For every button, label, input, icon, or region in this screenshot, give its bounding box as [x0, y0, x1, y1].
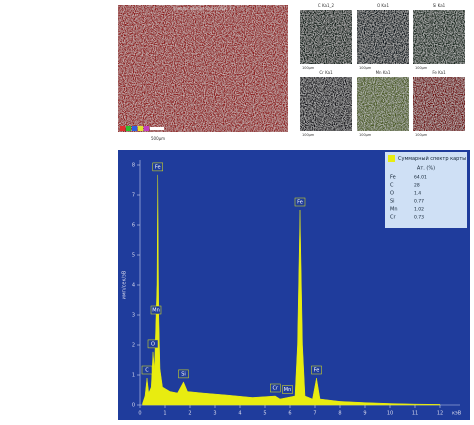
table-value: 0.73 [414, 215, 424, 221]
element-map-label: Cr Ka1 [319, 70, 333, 75]
scale-bar [150, 127, 164, 130]
peak-label-box [270, 383, 281, 393]
element-map [300, 77, 352, 131]
peak-label: Fe [155, 164, 161, 170]
y-tick-label: 8 [132, 163, 135, 169]
x-tick-label: 12 [437, 411, 443, 417]
peak-label-box [150, 305, 162, 315]
peak-label: Cr [272, 386, 278, 392]
legend-swatch [388, 155, 395, 162]
peak-label: O [151, 341, 155, 347]
y-tick-label: 3 [132, 313, 135, 319]
peak-label-box [141, 365, 153, 375]
peak-label: Si [181, 371, 186, 377]
x-tick-label: 9 [363, 411, 366, 417]
layer-swatch [126, 126, 131, 131]
x-tick-label: 0 [138, 411, 141, 417]
peak-label-box [152, 162, 163, 172]
peak-label: C [145, 368, 149, 374]
x-tick-label: 4 [238, 411, 241, 417]
peak-label-box [294, 197, 306, 207]
layer-swatch [144, 126, 149, 131]
x-tick-label: 7 [313, 411, 316, 417]
x-tick-label: 5 [263, 411, 266, 417]
element-map-label: Mn Ka1 [376, 70, 391, 75]
element-map-scale: 100µm [302, 66, 315, 70]
x-axis-label: кэВ [452, 411, 462, 417]
element-map [357, 10, 409, 64]
x-tick-label: 10 [387, 411, 393, 417]
element-map-scale: 100µm [302, 133, 315, 137]
x-tick-label: 1 [163, 411, 166, 417]
table-value: 1.4 [414, 191, 421, 197]
peak-label: Fe [314, 368, 320, 374]
y-tick-label: 7 [132, 193, 135, 199]
layer-swatch [138, 126, 143, 131]
peak-label-box [178, 369, 189, 379]
y-tick-label: 6 [132, 223, 135, 229]
main-map-scale: 500µm [151, 136, 165, 141]
peak-label: Mn [284, 387, 291, 393]
x-tick-label: 2 [188, 411, 191, 417]
x-tick-label: 6 [288, 411, 291, 417]
table-element: C [390, 183, 394, 189]
peak-label-box [311, 365, 322, 375]
element-map [413, 10, 465, 64]
table-element: Si [390, 199, 395, 205]
element-map-scale: 100µm [415, 133, 428, 137]
legend-label: Суммарный спектр карты [398, 155, 466, 162]
y-axis-label: имп/сек/эВ [122, 270, 128, 299]
element-map-scale: 100µm [415, 66, 428, 70]
table-header: Ат. (%) [417, 166, 435, 172]
peak-label-box [282, 385, 293, 394]
main-map-title: Многослойная карта ЭДС 1 [174, 6, 232, 11]
table-element: O [390, 191, 394, 197]
y-tick-label: 4 [132, 283, 135, 289]
element-map-scale: 100µm [359, 133, 372, 137]
x-tick-label: 8 [338, 411, 341, 417]
table-value: 28 [414, 183, 420, 189]
element-map-label: Si Ka1 [433, 3, 446, 8]
element-map-label: Fe Ka1 [432, 70, 446, 75]
y-tick-label: 2 [132, 343, 135, 349]
main-map [118, 5, 288, 132]
table-element: Mn [390, 207, 397, 213]
element-map-scale: 100µm [359, 66, 372, 70]
peak-label: Mn [152, 308, 159, 314]
table-element: Fe [390, 175, 396, 181]
element-map [300, 10, 352, 64]
table-element: Cr [390, 215, 396, 221]
layer-swatch [132, 126, 137, 131]
y-tick-label: 0 [132, 403, 135, 409]
layer-swatch [120, 126, 125, 131]
peak-label: Fe [297, 200, 303, 206]
y-tick-label: 1 [132, 373, 135, 379]
element-map [413, 77, 465, 131]
table-value: 1.02 [414, 207, 424, 213]
x-tick-label: 3 [213, 411, 216, 417]
element-map [357, 77, 409, 131]
element-map-label: C Ka1_2 [318, 3, 335, 8]
element-map-label: O Ka1 [377, 3, 389, 8]
peak-label-box [147, 339, 159, 349]
y-tick-label: 5 [132, 253, 135, 259]
x-tick-label: 11 [412, 411, 418, 417]
spectrum-area [142, 174, 441, 406]
table-value: 0.77 [414, 199, 424, 205]
table-value: 64.01 [414, 175, 427, 181]
legend-box [385, 152, 467, 228]
